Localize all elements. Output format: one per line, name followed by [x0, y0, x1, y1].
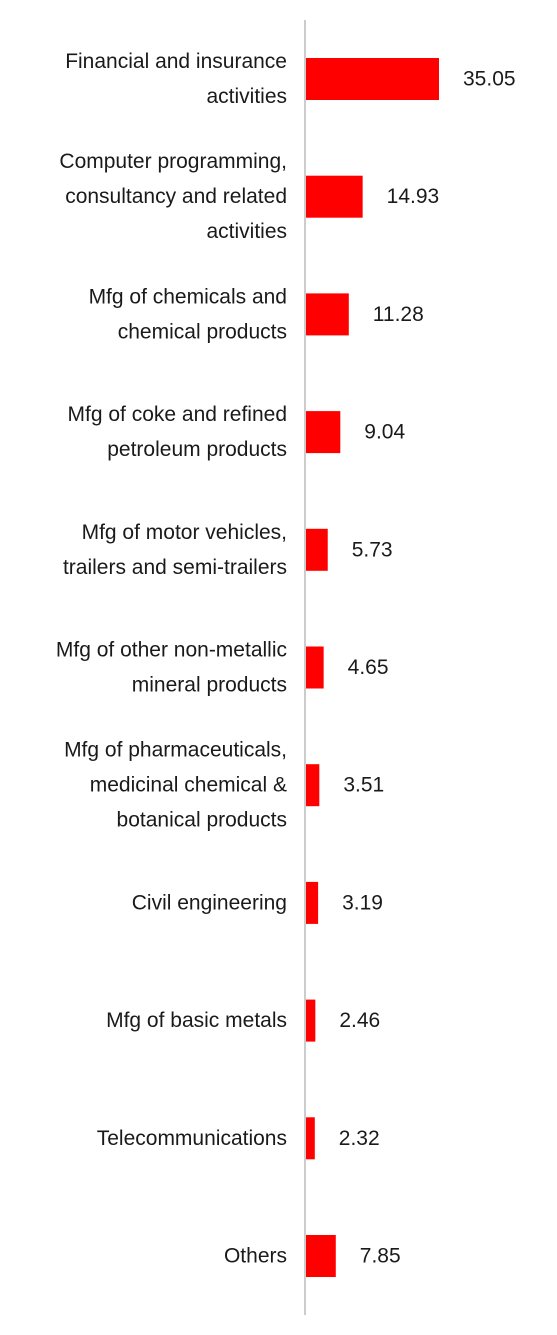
- bar: [306, 175, 363, 218]
- bar: [306, 411, 341, 454]
- bar: [306, 999, 316, 1042]
- value-label: 3.51: [343, 774, 384, 797]
- category-label-line: Mfg of motor vehicles,: [82, 521, 287, 544]
- value-label: 7.85: [360, 1245, 401, 1268]
- category-label-line: Mfg of chemicals and: [89, 285, 287, 308]
- value-labels-group: 35.05 14.93 11.28 9.04 5.73 4.65 3.51 3.19 2.46 2…: [339, 68, 516, 1268]
- category-label-line: Telecommunications: [97, 1127, 287, 1150]
- category-label-line: medicinal chemical &: [90, 774, 287, 797]
- category-label-line: Computer programming,: [59, 150, 287, 173]
- category-label: Telecommunications: [97, 1127, 287, 1150]
- bar: [306, 58, 439, 100]
- bar: [306, 881, 319, 924]
- category-label: Mfg of chemicals and chemical products: [89, 285, 287, 343]
- bar: [306, 293, 349, 336]
- category-label-line: mineral products: [132, 674, 287, 697]
- category-label-line: chemical products: [118, 320, 287, 343]
- bar: [306, 528, 328, 571]
- category-label-line: Mfg of basic metals: [106, 1009, 287, 1032]
- category-label: Others: [224, 1245, 287, 1268]
- category-label: Civil engineering: [132, 891, 287, 914]
- bar: [306, 1235, 336, 1277]
- category-label-line: activities: [206, 220, 287, 243]
- category-labels-group: Financial and insurance activitiesCompute…: [56, 50, 287, 1268]
- category-label-line: petroleum products: [107, 438, 287, 461]
- category-label: Mfg of basic metals: [106, 1009, 287, 1032]
- category-label-line: Mfg of other non-metallic: [56, 639, 287, 662]
- value-label: 2.32: [339, 1127, 380, 1150]
- category-label-line: Others: [224, 1245, 287, 1268]
- category-label: Computer programming, consultancy and rel…: [59, 150, 287, 243]
- category-label: Mfg of pharmaceuticals, medicinal chemica…: [64, 739, 287, 832]
- category-label-line: trailers and semi-trailers: [63, 556, 287, 579]
- value-label: 11.28: [373, 303, 424, 326]
- value-label: 3.19: [342, 891, 383, 914]
- bar: [306, 646, 324, 689]
- bar: [306, 1117, 315, 1160]
- category-label-line: Mfg of pharmaceuticals,: [64, 739, 287, 762]
- category-label-line: activities: [206, 85, 287, 108]
- bar: [306, 764, 320, 807]
- value-label: 5.73: [352, 538, 393, 561]
- category-label-line: consultancy and related: [65, 185, 287, 208]
- category-label-line: Mfg of coke and refined: [68, 403, 287, 426]
- category-label-line: botanical products: [117, 809, 287, 832]
- category-label: Financial and insurance activities: [65, 50, 287, 108]
- category-label: Mfg of motor vehicles, trailers and semi-…: [63, 521, 287, 579]
- value-label: 35.05: [463, 68, 516, 91]
- category-label: Mfg of other non-metallic mineral product…: [56, 639, 287, 697]
- category-label: Mfg of coke and refined petroleum product…: [68, 403, 287, 461]
- value-label: 4.65: [348, 656, 389, 679]
- value-label: 14.93: [387, 185, 440, 208]
- value-label: 2.46: [339, 1009, 380, 1032]
- bars-group: [306, 58, 439, 1277]
- category-label-line: Financial and insurance: [65, 50, 287, 73]
- value-label: 9.04: [364, 421, 405, 444]
- category-label-line: Civil engineering: [132, 891, 287, 914]
